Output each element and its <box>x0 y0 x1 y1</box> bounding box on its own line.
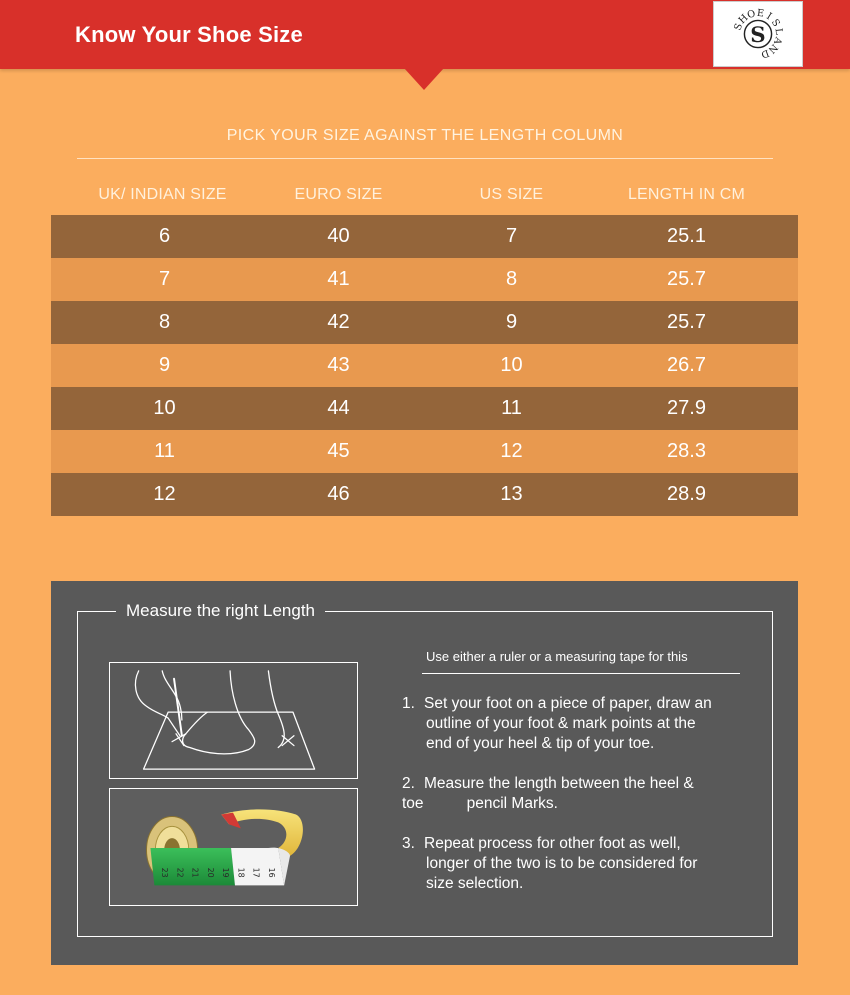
step-text: longer of the two is to be considered fo… <box>426 855 698 872</box>
measure-frame: Measure the right Length <box>77 601 773 937</box>
euro-size-cell: 46 <box>327 483 350 505</box>
step-text: size selection. <box>426 875 524 892</box>
us-size-cell: 13 <box>500 483 523 505</box>
table-row: 10 44 11 27.9 <box>51 387 798 430</box>
table-row: 7 41 8 25.7 <box>51 258 798 301</box>
us-size-cell: 8 <box>505 268 518 290</box>
length-cell: 25.7 <box>667 268 706 290</box>
measuring-tape-photo: 23 22 21 20 19 18 17 16 <box>109 788 358 906</box>
size-table-header: UK/ INDIAN SIZE EURO SIZE US SIZE LENGTH… <box>51 186 798 206</box>
step-text: Set your foot on a piece of paper, draw … <box>424 695 712 712</box>
logo-letter: S <box>732 22 745 32</box>
tape-number: 23 <box>160 868 169 878</box>
us-size-cell: 11 <box>501 397 522 419</box>
euro-size-cell: 45 <box>327 440 350 462</box>
step-text: Repeat process for other foot as well, <box>424 835 681 852</box>
logo-letter: S <box>769 17 782 28</box>
logo-letter: E <box>756 8 764 20</box>
us-size-cell: 7 <box>505 225 518 247</box>
length-cell: 28.3 <box>667 440 706 462</box>
logo-letter: O <box>746 8 757 21</box>
length-cell: 26.7 <box>667 354 706 376</box>
uk-size-cell: 7 <box>158 268 171 290</box>
column-header-euro: EURO SIZE <box>294 186 383 203</box>
step-text: outline of your foot & mark points at th… <box>426 715 696 732</box>
tool-note: Use either a ruler or a measuring tape f… <box>426 649 688 664</box>
euro-size-cell: 40 <box>327 225 350 247</box>
header-notch <box>404 68 444 90</box>
euro-size-cell: 44 <box>327 397 350 419</box>
logo-letter: D <box>759 47 770 60</box>
tape-number: 16 <box>267 868 276 878</box>
euro-size-cell: 41 <box>327 268 350 290</box>
size-table-body: 6 40 7 25.1 7 41 8 25.7 8 42 9 25.7 9 43… <box>51 215 798 516</box>
us-size-cell: 10 <box>500 354 523 376</box>
tape-number: 18 <box>236 868 245 878</box>
tape-number: 22 <box>175 868 184 878</box>
step-number: 3. <box>402 835 415 852</box>
step-text: Measure the length between the heel & <box>424 775 694 792</box>
us-size-cell: 12 <box>500 440 523 462</box>
tape-number: 20 <box>206 868 215 878</box>
logo-center-letter: S <box>750 23 765 48</box>
column-header-length: LENGTH IN CM <box>627 186 746 203</box>
foot-outline-illustration <box>109 662 358 779</box>
tape-number: 19 <box>221 868 230 878</box>
step-text: toe pencil Marks. <box>402 795 558 812</box>
page-title: Know Your Shoe Size <box>75 22 303 47</box>
column-header-us: US SIZE <box>479 186 544 203</box>
uk-size-cell: 9 <box>158 354 171 376</box>
logo-letter: I <box>764 11 773 22</box>
table-row: 6 40 7 25.1 <box>51 215 798 258</box>
step-3: 3. Repeat process for other foot as well,… <box>402 834 747 894</box>
length-cell: 25.7 <box>667 311 706 333</box>
table-row: 9 43 10 26.7 <box>51 344 798 387</box>
uk-size-cell: 11 <box>154 440 175 462</box>
column-header-uk: UK/ INDIAN SIZE <box>98 186 227 203</box>
euro-size-cell: 42 <box>327 311 350 333</box>
us-size-cell: 9 <box>505 311 518 333</box>
tape-number: 17 <box>252 868 261 878</box>
uk-size-cell: 6 <box>158 225 171 247</box>
step-number: 2. <box>402 775 415 792</box>
step-number: 1. <box>402 695 415 712</box>
length-cell: 27.9 <box>667 397 706 419</box>
uk-size-cell: 12 <box>153 483 176 505</box>
euro-size-cell: 43 <box>327 354 350 376</box>
uk-size-cell: 8 <box>158 311 171 333</box>
measure-panel: Measure the right Length <box>51 581 798 965</box>
measure-title: Measure the right Length <box>116 601 326 621</box>
tape-number: 21 <box>191 868 200 878</box>
table-row: 12 46 13 28.9 <box>51 473 798 516</box>
table-row: 11 45 12 28.3 <box>51 430 798 473</box>
uk-size-cell: 10 <box>153 397 176 419</box>
step-2: 2. Measure the length between the heel & … <box>402 774 747 814</box>
length-cell: 25.1 <box>667 225 706 247</box>
length-cell: 28.9 <box>667 483 706 505</box>
table-subtitle: PICK YOUR SIZE AGAINST THE LENGTH COLUMN <box>226 127 624 144</box>
table-row: 8 42 9 25.7 <box>51 301 798 344</box>
logo-letter: L <box>773 28 785 36</box>
step-text: end of your heel & tip of your toe. <box>426 735 655 752</box>
subtitle-divider <box>77 158 773 159</box>
tool-note-divider <box>422 673 740 674</box>
step-1: 1. Set your foot on a piece of paper, dra… <box>402 694 747 754</box>
